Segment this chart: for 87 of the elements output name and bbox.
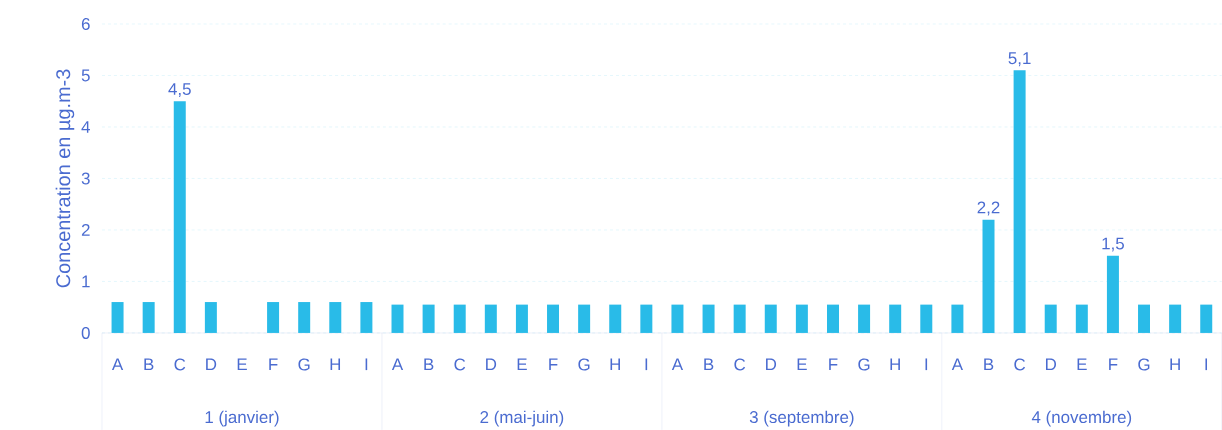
bar	[422, 304, 435, 333]
x-tick-label: C	[734, 358, 746, 371]
y-tick-label: 3	[81, 172, 90, 185]
text: 3 (septembre)	[749, 410, 854, 427]
y-tick-label: 1	[82, 275, 90, 288]
x-tick-label: E	[237, 358, 247, 371]
bar	[329, 301, 342, 333]
bar	[547, 304, 560, 333]
x-tick-label: E	[517, 358, 527, 371]
bar	[1200, 304, 1213, 333]
x-tick-label: A	[111, 358, 124, 371]
x-tick-label: G	[578, 358, 590, 371]
x-tick-label: B	[984, 358, 994, 371]
bar	[982, 219, 995, 333]
x-tick-label: C	[1014, 358, 1026, 371]
bar	[1138, 304, 1151, 333]
x-tick-label: H	[890, 358, 900, 371]
data-label: 4,5	[168, 83, 191, 97]
bar	[391, 304, 404, 333]
x-tick-label: F	[269, 358, 278, 371]
x-tick-label: B	[424, 358, 434, 371]
bar	[640, 304, 653, 333]
bar	[951, 304, 964, 333]
data-label: 2,2	[977, 201, 1000, 216]
x-tick-label: I	[645, 358, 648, 371]
data-label: 5,1	[1008, 52, 1031, 67]
bar	[1044, 304, 1057, 333]
bar	[204, 301, 217, 333]
x-tick-label: I	[1205, 358, 1208, 371]
x-tick-label: G	[298, 358, 310, 371]
x-tick-label: G	[1138, 358, 1150, 371]
bar	[515, 304, 528, 333]
bar	[671, 304, 684, 333]
x-tick-label: A	[951, 358, 964, 371]
text: 1 (janvier)	[205, 410, 279, 427]
y-tick-label: 5	[81, 69, 90, 82]
x-tick-label: I	[925, 358, 928, 371]
x-tick-label: B	[704, 358, 714, 371]
x-tick-label: D	[486, 358, 497, 371]
x-tick-label: E	[797, 358, 807, 371]
x-tick-label: A	[391, 358, 404, 371]
bar	[858, 304, 871, 333]
bar	[453, 304, 466, 333]
bar	[826, 304, 839, 333]
text: 2 (mai-juin)	[480, 410, 564, 427]
y-tick-label: 6	[81, 17, 90, 30]
data-label: 1,5	[1102, 237, 1124, 252]
bar	[111, 301, 124, 333]
bar	[702, 304, 715, 333]
x-tick-label: I	[365, 358, 368, 371]
x-tick-label: H	[610, 358, 620, 371]
x-tick-label: D	[206, 358, 217, 371]
x-tick-label: H	[330, 358, 341, 371]
bar	[578, 304, 591, 333]
y-tick-label: 2	[81, 223, 90, 236]
x-tick-label: C	[174, 358, 186, 371]
bar	[609, 304, 622, 333]
bar	[920, 304, 933, 333]
bar	[1169, 304, 1182, 333]
x-tick-label: E	[1077, 358, 1087, 371]
bar	[1013, 70, 1026, 333]
bar	[267, 301, 280, 333]
x-tick-label: F	[549, 358, 558, 371]
y-tick-label: 0	[81, 326, 90, 339]
text: 4 (novembre)	[1031, 410, 1132, 427]
bar	[889, 304, 902, 333]
bar	[142, 301, 155, 333]
x-tick-label: D	[1045, 358, 1057, 371]
y-axis-title: Concentration en µg.m-3	[55, 69, 75, 288]
bar	[733, 304, 746, 333]
bar	[484, 304, 497, 333]
bar	[795, 304, 808, 333]
y-tick-label: 4	[81, 121, 90, 133]
x-tick-label: G	[858, 358, 870, 371]
bar	[1106, 255, 1119, 333]
x-tick-label: A	[671, 358, 684, 371]
bar	[298, 301, 311, 333]
bar	[173, 101, 186, 333]
x-tick-label: D	[766, 358, 777, 371]
x-tick-label: B	[144, 358, 154, 371]
x-tick-label: F	[1109, 358, 1118, 371]
x-tick-label: C	[454, 358, 466, 371]
x-tick-label: F	[829, 358, 838, 371]
x-tick-label: H	[1170, 358, 1180, 371]
bar	[360, 301, 373, 333]
bar	[764, 304, 777, 333]
bar	[1075, 304, 1088, 333]
